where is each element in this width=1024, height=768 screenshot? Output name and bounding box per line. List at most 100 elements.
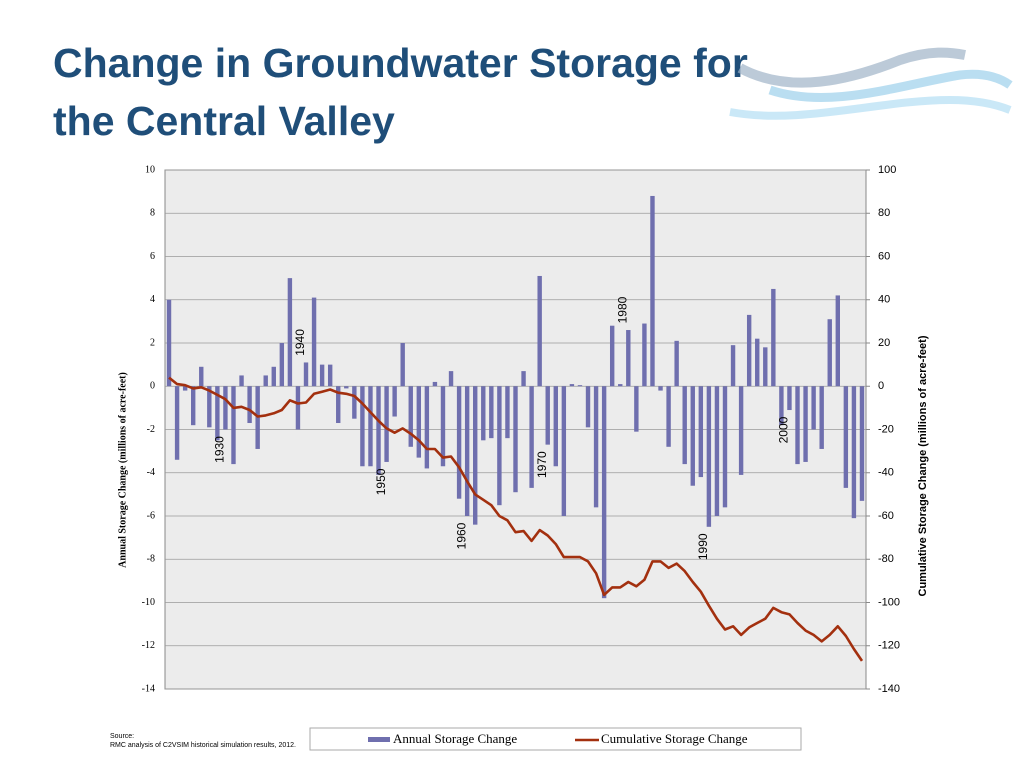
- bar: [658, 386, 663, 391]
- bar: [682, 386, 687, 465]
- x-tick-label: 1990: [696, 533, 710, 560]
- bar: [207, 386, 212, 428]
- bar: [577, 385, 583, 387]
- bar: [481, 386, 486, 441]
- y2-tick-label: -60: [878, 510, 894, 522]
- source: Source:: [110, 733, 134, 740]
- y2-tick-label: -140: [878, 683, 900, 695]
- bar: [674, 340, 679, 387]
- bar: [247, 386, 252, 424]
- bar: [859, 386, 865, 501]
- bar: [779, 386, 784, 426]
- bar: [746, 314, 752, 387]
- line: [168, 376, 864, 662]
- bar: [593, 386, 599, 508]
- y2-tick-label: -80: [878, 553, 894, 565]
- bar: [384, 386, 389, 462]
- bar: [182, 386, 188, 391]
- y2-tick-label: -100: [878, 596, 900, 608]
- bar: [295, 386, 301, 430]
- bar: [803, 386, 808, 462]
- y2-tick-label: 100: [878, 164, 896, 176]
- y2-tick-label: -40: [878, 467, 894, 479]
- bar: [771, 288, 776, 387]
- bar: [626, 330, 631, 387]
- bar: [191, 386, 196, 426]
- bar: [650, 195, 655, 387]
- bar: [521, 371, 526, 387]
- y-tick-label: -6: [147, 510, 155, 521]
- bar: [424, 386, 430, 469]
- y-tick-label: 0: [150, 381, 155, 392]
- y-tick-label: 10: [145, 164, 155, 175]
- bar: [690, 386, 695, 486]
- bar: [199, 366, 204, 387]
- x-tick-label: 2000: [777, 416, 791, 443]
- y-tick-label: -10: [142, 597, 155, 608]
- legend-label: Cumulative Storage Change: [601, 731, 748, 746]
- y-axis-title: Annual Storage Change (millions of acre-…: [117, 372, 128, 568]
- bar: [585, 386, 591, 428]
- bar: [851, 386, 857, 519]
- y-tick-label: 8: [150, 208, 155, 219]
- bar: [698, 386, 704, 478]
- bar: [763, 347, 768, 387]
- y-tick-label: -12: [142, 640, 155, 651]
- y2-tick-label: -120: [878, 640, 900, 652]
- legend-label: Annual Storage Change: [393, 731, 517, 746]
- bar: [553, 386, 558, 467]
- bar: [489, 386, 494, 439]
- bar: [400, 343, 405, 387]
- bar: [440, 386, 446, 467]
- bar: [634, 386, 639, 432]
- bar: [666, 386, 671, 447]
- legend: [309, 727, 802, 751]
- bar: [311, 297, 317, 387]
- bar: [618, 384, 623, 387]
- x-tick-label: 1940: [293, 329, 307, 356]
- logo: [729, 47, 1013, 120]
- bar: [835, 295, 840, 387]
- bar: [827, 319, 832, 387]
- bar: [609, 325, 615, 387]
- x-tick-label: 1960: [454, 522, 468, 549]
- y-tick-label: 2: [150, 337, 155, 348]
- y-tick-label: 4: [150, 294, 155, 305]
- y-tick-label: -14: [142, 683, 155, 694]
- bar: [505, 386, 510, 439]
- bar: [738, 386, 744, 475]
- bar: [529, 386, 534, 488]
- bar: [376, 386, 381, 475]
- bar: [755, 338, 760, 387]
- bar: [811, 386, 816, 430]
- bar: [730, 345, 736, 387]
- bar: [352, 386, 357, 419]
- y2-axis-title: Cumulative Storage Change (millions of a…: [917, 335, 929, 596]
- bar: [344, 386, 349, 389]
- bar: [319, 364, 325, 387]
- y-tick-label: -4: [147, 467, 155, 478]
- bar: [642, 323, 647, 387]
- bar: [416, 386, 422, 458]
- bar: [239, 375, 244, 387]
- bar: [722, 386, 728, 508]
- bar: [843, 386, 849, 488]
- bar: [368, 386, 373, 467]
- bar: [287, 278, 293, 387]
- bar: [537, 275, 542, 387]
- bar: [561, 386, 567, 516]
- bar: [336, 386, 341, 424]
- bar: [279, 343, 285, 387]
- bar: [215, 386, 220, 441]
- chart-title: Change in Groundwater Storage for the Ce…: [53, 40, 748, 144]
- y2-tick-label: 0: [878, 380, 884, 392]
- bar: [464, 386, 470, 516]
- y2-tick-label: 40: [878, 294, 890, 306]
- y2-tick-label: 80: [878, 207, 890, 219]
- bar: [545, 386, 550, 445]
- bar: [473, 386, 478, 525]
- x-tick-label: 1950: [374, 468, 388, 495]
- bar: [263, 375, 268, 387]
